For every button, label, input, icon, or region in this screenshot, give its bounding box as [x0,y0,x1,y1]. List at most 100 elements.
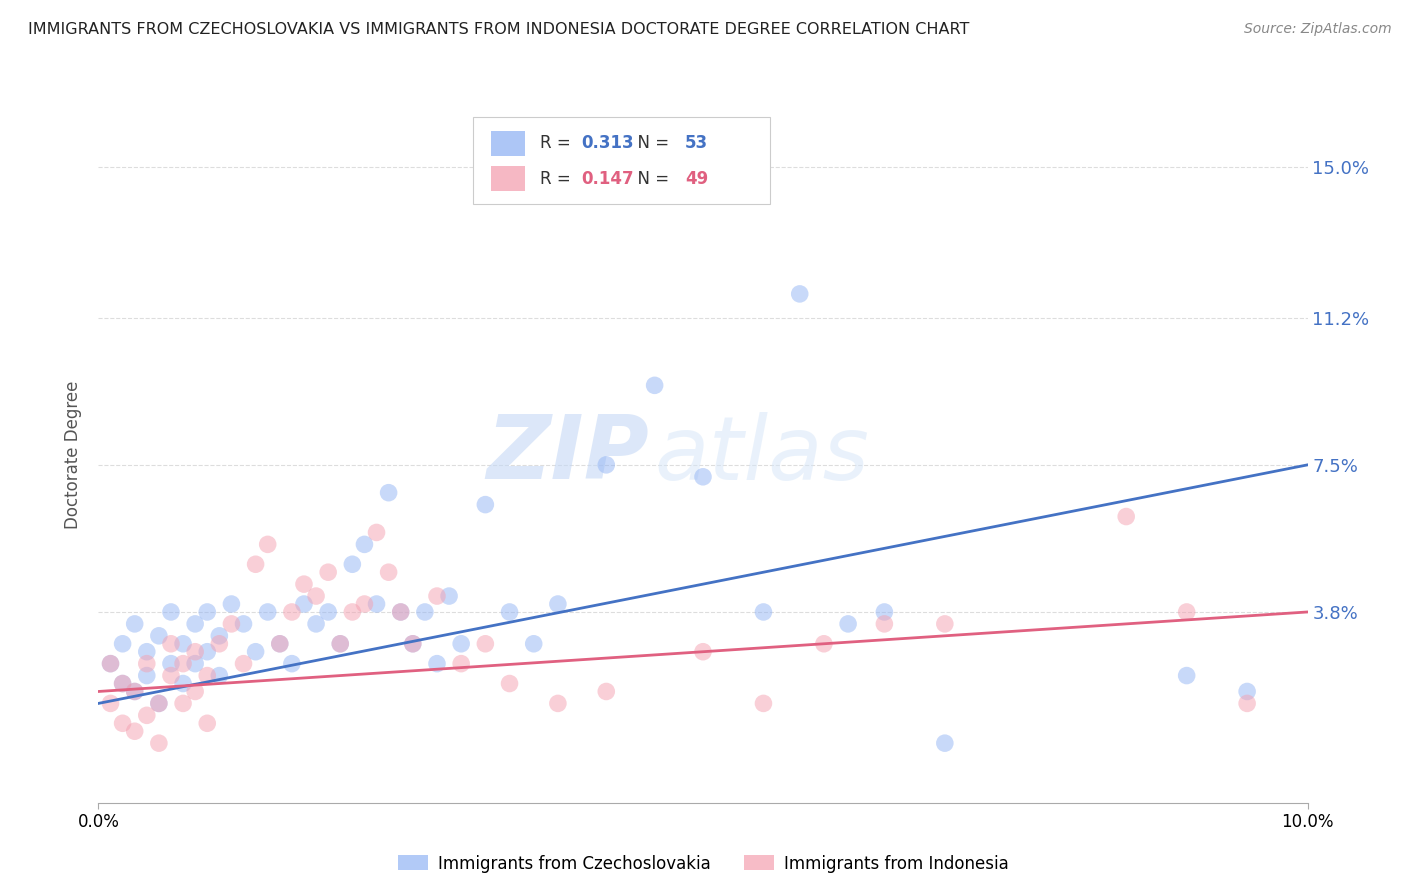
Point [316,565,339,579]
Point [402,637,425,651]
Point [124,684,146,698]
Point [148,697,170,711]
Point [256,537,278,551]
Point [160,657,183,671]
Point [353,597,375,611]
Point [474,498,496,512]
Point [245,645,267,659]
Point [316,605,339,619]
Point [195,716,218,731]
Point [184,684,207,698]
Point [329,637,352,651]
Point [124,724,146,739]
Point [437,589,460,603]
Point [547,597,569,611]
Point [269,637,291,651]
Point [692,470,714,484]
Text: R =: R = [540,169,576,187]
Point [172,697,194,711]
Point [329,637,352,651]
Text: ZIP: ZIP [486,411,648,499]
Point [135,645,157,659]
Point [208,629,231,643]
Y-axis label: Doctorate Degree: Doctorate Degree [65,381,83,529]
Point [305,616,328,631]
Text: 0.147: 0.147 [581,169,634,187]
Point [111,676,134,690]
Point [426,589,449,603]
Point [377,565,399,579]
Point [1236,697,1258,711]
Point [1175,605,1198,619]
Point [837,616,859,631]
Text: IMMIGRANTS FROM CZECHOSLOVAKIA VS IMMIGRANTS FROM INDONESIA DOCTORATE DEGREE COR: IMMIGRANTS FROM CZECHOSLOVAKIA VS IMMIGR… [28,22,970,37]
Point [366,525,388,540]
Point [389,605,412,619]
Point [195,668,218,682]
Point [172,637,194,651]
Point [292,577,315,591]
Point [474,637,496,651]
Point [111,716,134,731]
Text: 49: 49 [685,169,709,187]
Point [498,676,520,690]
Point [547,697,569,711]
Point [366,597,388,611]
Point [426,657,449,671]
Point [160,605,183,619]
Point [342,558,364,572]
Point [498,605,520,619]
Point [450,657,472,671]
Point [208,668,231,682]
Text: 0.313: 0.313 [581,135,634,153]
Point [595,684,617,698]
Point [208,637,231,651]
Point [195,605,218,619]
Point [135,668,157,682]
Point [160,637,183,651]
Point [256,605,278,619]
Point [389,605,412,619]
Point [305,589,328,603]
Point [184,645,207,659]
Point [934,736,956,750]
Point [789,286,811,301]
Point [342,605,364,619]
Point [353,537,375,551]
Point [160,668,183,682]
Point [195,645,218,659]
Point [100,697,122,711]
Text: Source: ZipAtlas.com: Source: ZipAtlas.com [1244,22,1392,37]
Point [148,629,170,643]
Point [184,616,207,631]
Text: N =: N = [627,169,675,187]
Point [269,637,291,651]
Text: 53: 53 [685,135,709,153]
Point [595,458,617,472]
Point [124,616,146,631]
Point [172,676,194,690]
Point [644,378,666,392]
Point [934,616,956,631]
Point [1115,509,1137,524]
Point [172,657,194,671]
Text: atlas: atlas [655,412,869,498]
Point [402,637,425,651]
Point [873,605,896,619]
Bar [492,130,526,156]
Point [413,605,436,619]
FancyBboxPatch shape [474,118,769,204]
Point [292,597,315,611]
Text: R =: R = [540,135,576,153]
Bar [492,166,526,192]
Point [692,645,714,659]
Point [450,637,472,651]
Point [221,616,243,631]
Point [377,485,399,500]
Point [873,616,896,631]
Point [752,697,775,711]
Point [148,736,170,750]
Point [281,657,304,671]
Point [135,657,157,671]
Legend: Immigrants from Czechoslovakia, Immigrants from Indonesia: Immigrants from Czechoslovakia, Immigran… [391,848,1015,880]
